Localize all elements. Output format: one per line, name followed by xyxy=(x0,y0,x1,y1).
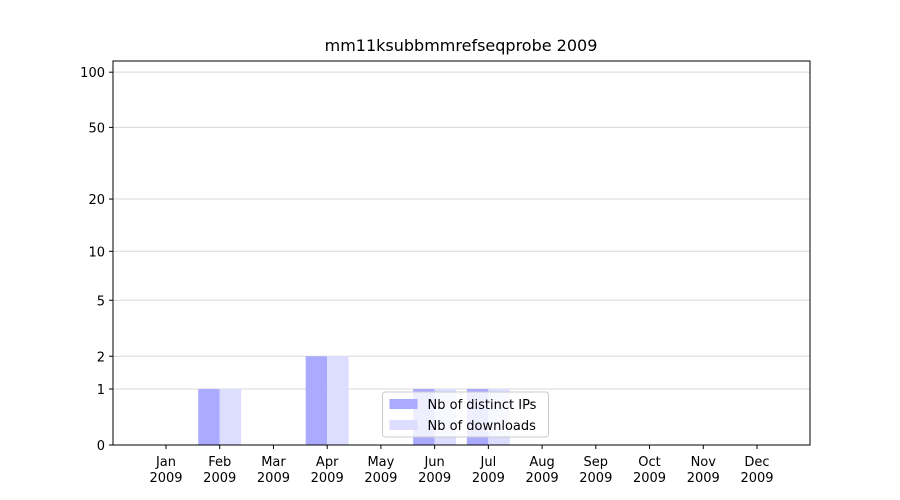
legend-label: Nb of downloads xyxy=(428,419,537,434)
x-tick-label: Jan 2009 xyxy=(149,455,182,486)
plot-frame xyxy=(112,60,811,446)
x-tick-label: Mar 2009 xyxy=(257,455,290,486)
x-tick-label: Jul 2009 xyxy=(472,455,505,486)
bar xyxy=(198,389,220,445)
x-tick-label: Oct 2009 xyxy=(633,455,666,486)
legend-box xyxy=(382,391,549,438)
y-tick-label: 10 xyxy=(88,245,105,260)
y-tick-label: 1 xyxy=(97,383,105,398)
chart-title: mm11ksubbmmrefseqprobe 2009 xyxy=(325,36,598,55)
x-tick-label: Aug 2009 xyxy=(526,455,559,486)
y-tick-label: 2 xyxy=(97,350,105,365)
y-tick-label: 20 xyxy=(88,193,105,208)
legend-swatch xyxy=(389,420,418,430)
bar xyxy=(327,356,349,445)
x-tick-label: Nov 2009 xyxy=(687,455,720,486)
x-tick-label: Sep 2009 xyxy=(579,455,612,486)
x-tick-label: Feb 2009 xyxy=(203,455,236,486)
x-tick-label: May 2009 xyxy=(364,455,397,486)
y-tick-label: 0 xyxy=(97,439,105,454)
y-tick-label: 50 xyxy=(88,121,105,136)
bar xyxy=(219,389,242,445)
bar xyxy=(305,356,328,445)
legend-label: Nb of distinct IPs xyxy=(428,398,537,413)
y-tick-label: 5 xyxy=(97,294,105,309)
legend-swatch xyxy=(389,399,418,409)
y-tick-label: 100 xyxy=(80,66,105,81)
x-tick-label: Dec 2009 xyxy=(740,455,773,486)
x-tick-label: Apr 2009 xyxy=(311,455,344,486)
x-tick-label: Jun 2009 xyxy=(418,455,451,486)
